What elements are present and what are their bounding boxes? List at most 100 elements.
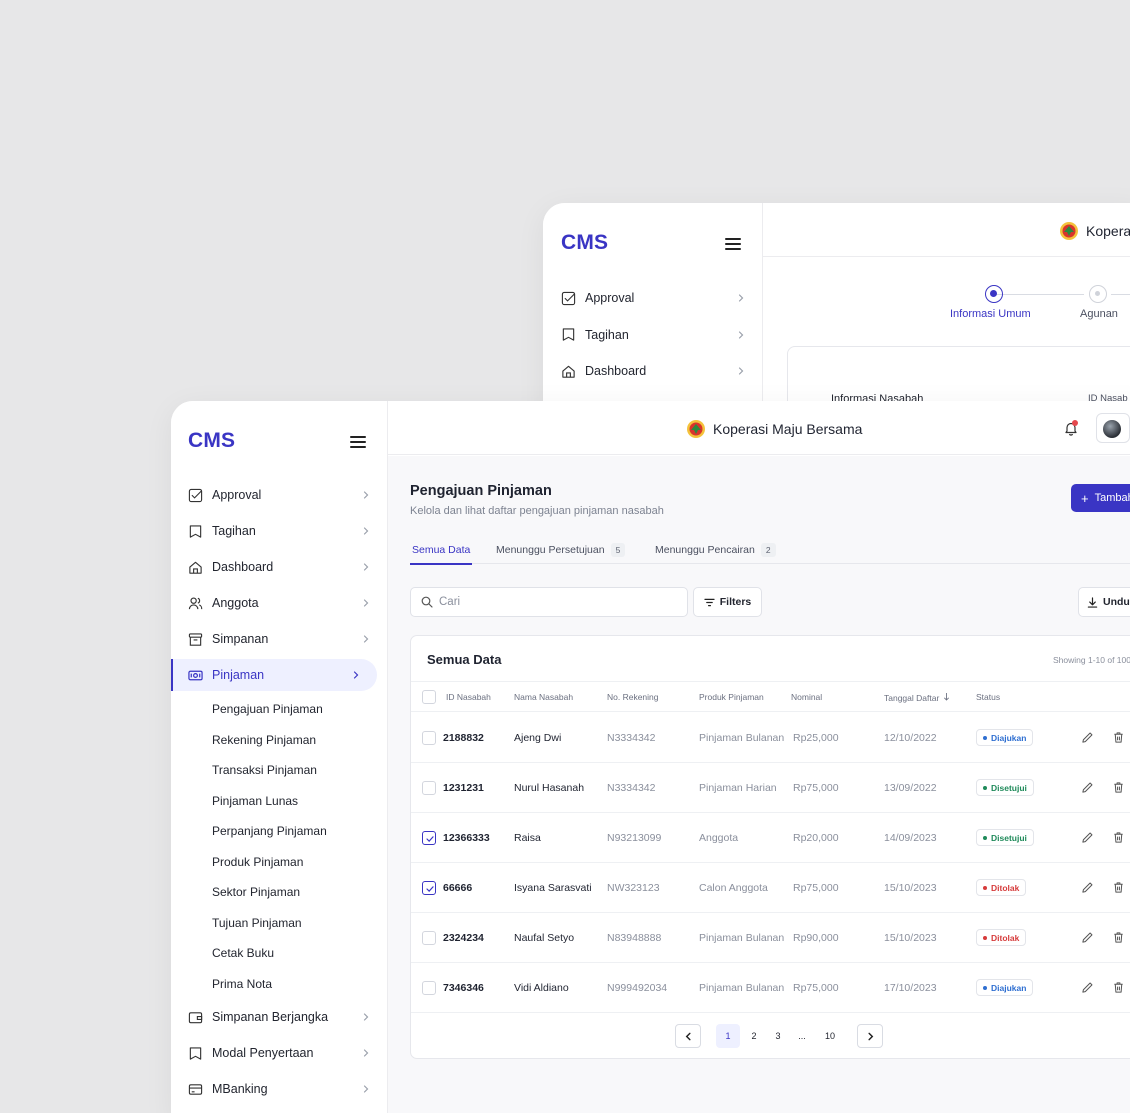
sidebar-subitem[interactable]: Sektor Pinjaman	[212, 885, 301, 899]
tab-menunggu-pencairan[interactable]: Menunggu Pencairan 2	[655, 538, 776, 562]
back-menu-icon[interactable]	[725, 238, 741, 250]
edit-icon[interactable]	[1081, 781, 1094, 794]
status-label: Diajukan	[991, 732, 1027, 743]
download-button[interactable]: Unduh	[1078, 587, 1130, 617]
search-input[interactable]	[439, 596, 669, 608]
sidebar-item-modal-penyertaan[interactable]: Modal Penyertaan	[171, 1037, 387, 1069]
sidebar-subitem[interactable]: Pengajuan Pinjaman	[212, 702, 323, 716]
select-all-checkbox[interactable]	[422, 690, 436, 704]
search-icon	[421, 596, 433, 608]
table-row[interactable]: 2324234 Naufal Setyo N83948888 Pinjaman Bul…	[411, 913, 1130, 963]
sidebar-item-simpanan[interactable]: Simpanan	[171, 623, 387, 655]
table-row[interactable]: 12366333 Raisa N93213099 Anggota Rp20,000 14/…	[411, 813, 1130, 863]
column-header-label: ID Nasabah	[446, 692, 491, 702]
search-box[interactable]	[410, 587, 688, 617]
column-header[interactable]: Tanggal Daftar	[884, 692, 950, 703]
cell-tanggal: 17/10/2023	[884, 982, 937, 994]
sidebar-item-tagihan[interactable]: Tagihan	[171, 515, 387, 547]
sidebar-subitem[interactable]: Tujuan Pinjaman	[212, 915, 302, 930]
edit-icon[interactable]	[1081, 931, 1094, 944]
sidebar-item-pinjaman[interactable]: Pinjaman	[171, 659, 377, 691]
sidebar-subitem[interactable]: Produk Pinjaman	[212, 854, 304, 869]
sidebar-item-approval[interactable]: Approval	[543, 282, 762, 314]
trash-icon[interactable]	[1112, 781, 1125, 794]
archive-icon	[188, 632, 203, 647]
sidebar-subitem[interactable]: Cetak Buku	[212, 946, 275, 960]
tab-menunggu-persetujuan[interactable]: Menunggu Persetujuan 5	[496, 538, 626, 562]
row-checkbox[interactable]	[422, 831, 436, 845]
prev-page-button[interactable]	[675, 1024, 701, 1048]
cell-id: 7346346	[443, 982, 484, 994]
table-row[interactable]: 2188832 Ajeng Dwi N3334342 Pinjaman Bulanan…	[411, 713, 1130, 763]
chevron-right-icon	[361, 525, 371, 537]
edit-icon[interactable]	[1081, 881, 1094, 894]
edit-icon[interactable]	[1081, 981, 1094, 994]
download-icon	[1087, 596, 1098, 608]
sidebar-item-tagihan[interactable]: Tagihan	[543, 319, 762, 351]
cell-tanggal: 14/09/2023	[884, 832, 937, 844]
sidebar-subitem[interactable]: Perpanjang Pinjaman	[212, 824, 327, 838]
cell-id: 1231231	[443, 782, 484, 794]
table-row[interactable]: 7346346 Vidi Aldiano N999492034 Pinjaman Bu…	[411, 963, 1130, 1013]
tab-label: Menunggu Persetujuan	[496, 544, 605, 556]
cell-name: Nurul Hasanah	[514, 782, 585, 794]
trash-icon[interactable]	[1112, 831, 1125, 844]
main-content: Pengajuan Pinjaman Kelola dan lihat daft…	[388, 456, 1130, 1113]
tab-semua-data[interactable]: Semua Data	[409, 538, 473, 565]
sidebar-subitem[interactable]: Rekening Pinjaman	[212, 732, 317, 747]
sidebar-subitem[interactable]: Transaksi Pinjaman	[212, 763, 317, 777]
menu-icon[interactable]	[350, 436, 366, 448]
column-header: Status	[976, 692, 1000, 702]
page-button[interactable]: 1	[716, 1024, 740, 1048]
page-button[interactable]: 2	[751, 1031, 757, 1041]
edit-icon[interactable]	[1081, 831, 1094, 844]
sidebar-item-simpanan-berjangka[interactable]: Simpanan Berjangka	[171, 1001, 387, 1033]
cell-rekening: N999492034	[607, 982, 668, 994]
row-checkbox[interactable]	[422, 781, 436, 795]
add-button[interactable]: + Tambah	[1071, 484, 1130, 512]
sidebar-item-dashboard[interactable]: Dashboard	[543, 355, 762, 387]
chevron-right-icon	[361, 1047, 371, 1059]
row-checkbox[interactable]	[422, 931, 436, 945]
chevron-right-icon	[736, 329, 746, 341]
trash-icon[interactable]	[1112, 731, 1125, 744]
filters-button[interactable]: Filters	[693, 587, 762, 617]
next-page-button[interactable]	[857, 1024, 883, 1048]
sidebar-item-label: Pinjaman	[212, 668, 265, 682]
money-icon	[188, 668, 203, 683]
logo: CMS	[188, 429, 236, 452]
sidebar-item-label: Anggota	[212, 596, 259, 610]
sidebar-subitem[interactable]: Prima Nota	[212, 976, 273, 991]
sidebar-item-label: Tagihan	[585, 327, 629, 342]
status-badge: Ditolak	[976, 879, 1027, 896]
table-row[interactable]: 1231231 Nurul Hasanah N3334342 Pinjaman Har…	[411, 763, 1130, 813]
edit-icon[interactable]	[1081, 731, 1094, 744]
trash-icon[interactable]	[1112, 931, 1125, 944]
bell-icon[interactable]	[1063, 420, 1079, 436]
row-checkbox[interactable]	[422, 981, 436, 995]
trash-icon[interactable]	[1112, 881, 1125, 894]
cell-name: Raisa	[514, 832, 541, 844]
sidebar-item-dashboard[interactable]: Dashboard	[171, 551, 387, 583]
sidebar-item-mbanking[interactable]: MBanking	[171, 1073, 387, 1105]
cell-produk: Pinjaman Harian	[699, 782, 777, 794]
sidebar: CMS Approval Tagihan Dashboard Anggota Simpa…	[171, 401, 388, 1113]
page-title: Pengajuan Pinjaman	[410, 483, 552, 499]
step-1-dot[interactable]	[985, 285, 1003, 303]
status-badge: Ditolak	[976, 929, 1027, 946]
cell-nominal: Rp75,000	[793, 982, 839, 994]
avatar	[1103, 420, 1121, 438]
row-checkbox[interactable]	[422, 731, 436, 745]
back-brand-name: Kopera	[1086, 223, 1130, 239]
profile-button[interactable]	[1096, 413, 1130, 443]
table-row[interactable]: 66666 Isyana Sarasvati NW323123 Calon Anggo…	[411, 863, 1130, 913]
sidebar-item-approval[interactable]: Approval	[171, 479, 387, 511]
column-header: ID Nasabah	[446, 692, 491, 702]
page-button[interactable]: 3	[775, 1031, 781, 1041]
step-2-dot[interactable]	[1089, 285, 1107, 303]
page-button[interactable]: 10	[824, 1031, 835, 1041]
sidebar-item-anggota[interactable]: Anggota	[171, 587, 387, 619]
trash-icon[interactable]	[1112, 981, 1125, 994]
sidebar-subitem[interactable]: Pinjaman Lunas	[212, 793, 299, 808]
row-checkbox[interactable]	[422, 881, 436, 895]
